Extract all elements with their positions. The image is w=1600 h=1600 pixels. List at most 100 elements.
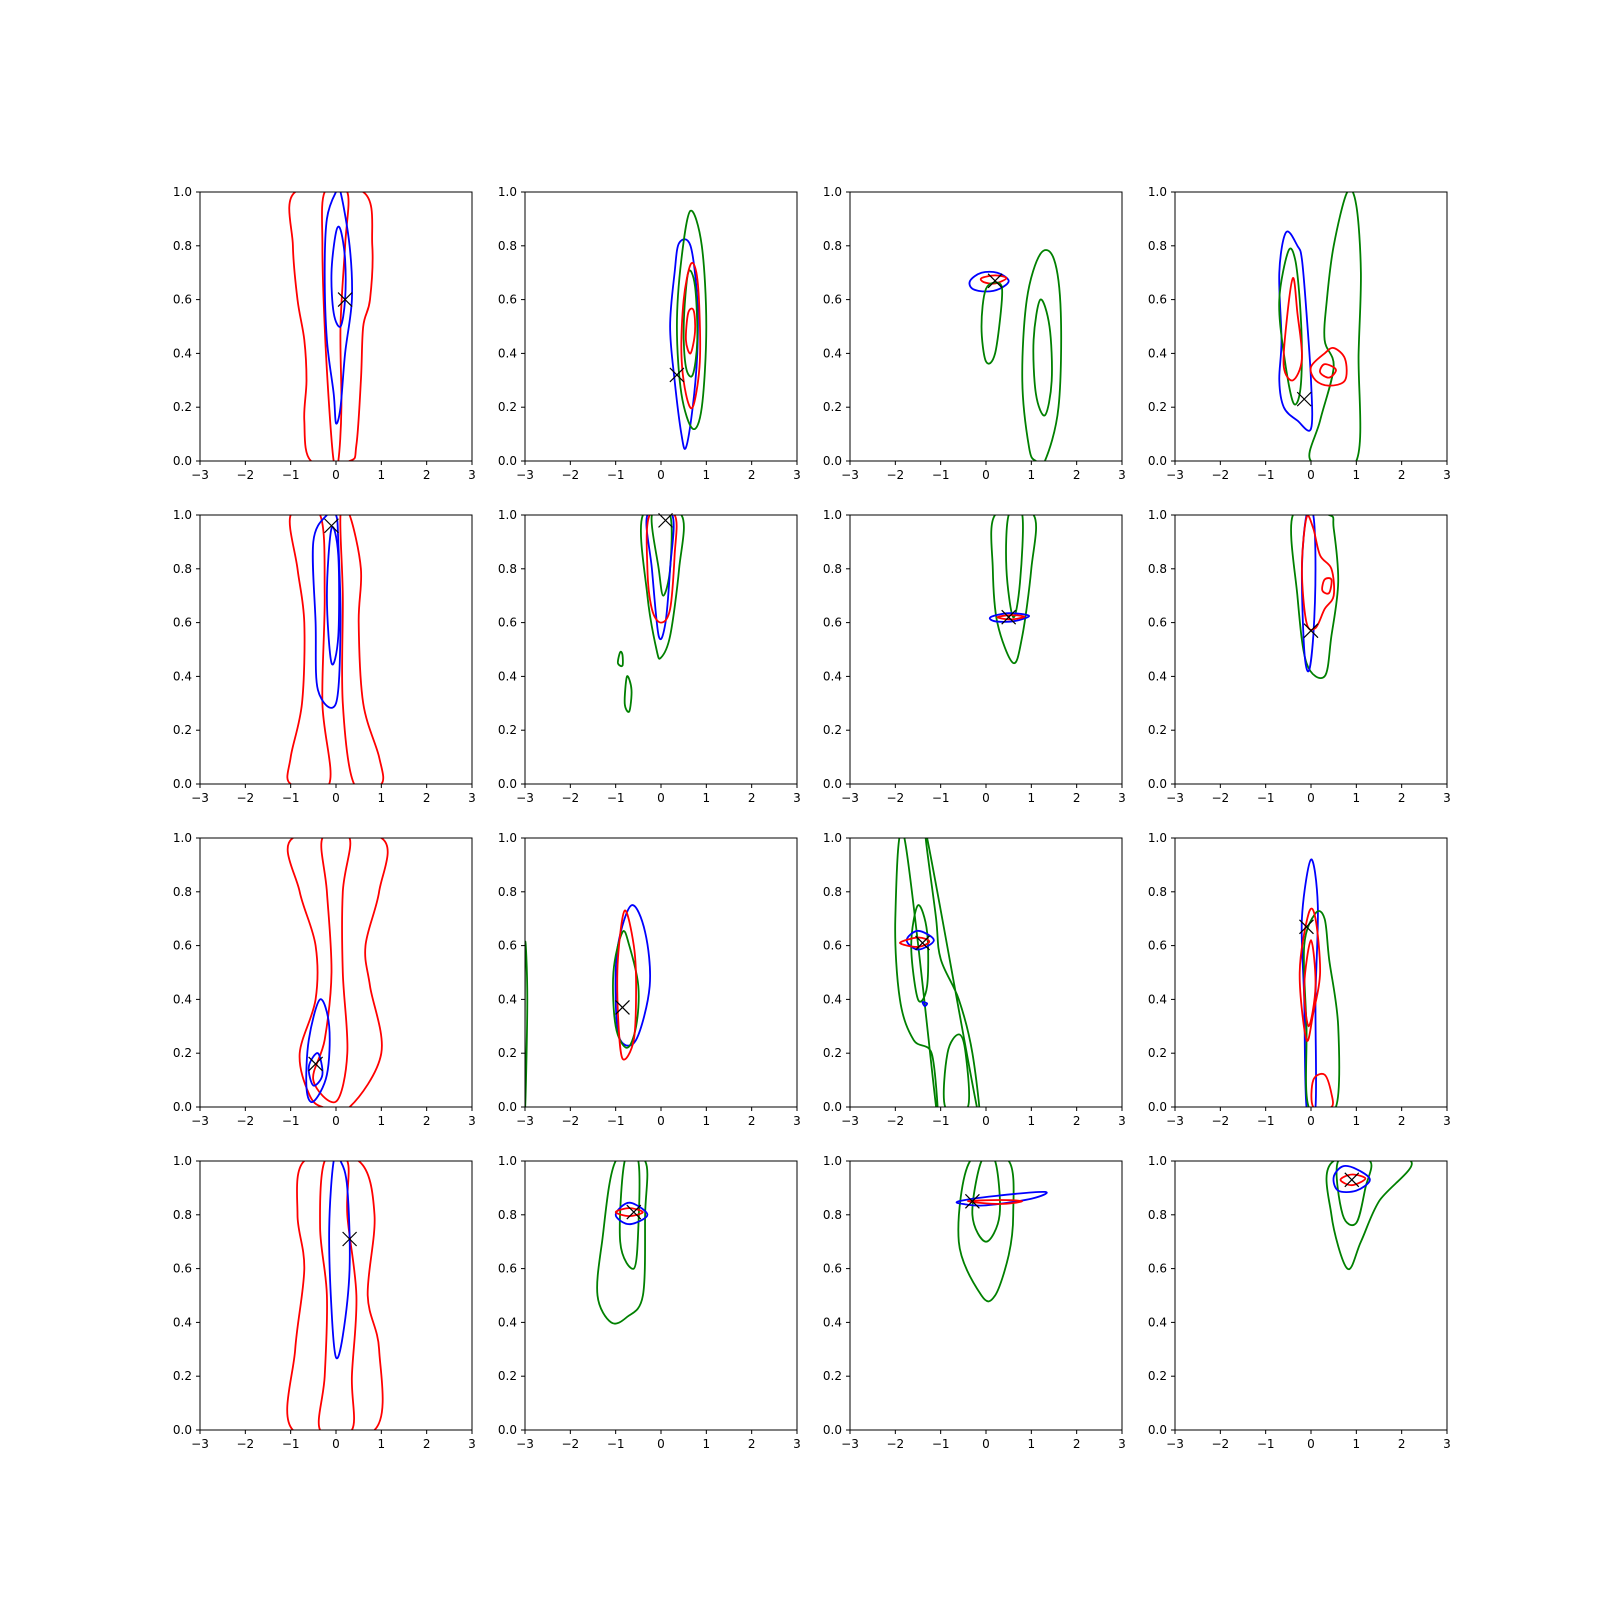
x-tick-label: −3 [516,468,534,482]
x-tick-label: −2 [1211,1437,1229,1451]
contour-line-green [942,1033,971,1107]
marker-stroke [324,518,339,534]
contour-line-green [894,838,939,1107]
contour-line-green [1335,1161,1373,1226]
x-tick-label: −3 [841,468,859,482]
x-tick-label: −2 [1211,468,1229,482]
y-tick-label: 0.6 [823,1262,842,1276]
y-tick-label: 0.2 [823,1046,842,1060]
contour-line-green [1005,515,1024,619]
best-point-marker [964,1193,980,1209]
y-tick-label: 0.8 [1148,885,1167,899]
contour-line-green [525,940,529,1107]
marker-stroke [669,367,685,383]
plot-area [525,904,651,1107]
contour-line-blue [669,238,699,450]
contour-line-red [614,1207,644,1217]
contour-line-green [1308,192,1362,461]
best-point-marker [658,512,673,528]
y-tick-label: 0.0 [1148,454,1167,468]
plot-area [968,249,1063,461]
y-tick-label: 0.0 [823,1423,842,1437]
y-tick-label: 0.8 [823,885,842,899]
x-tick-label: 0 [332,1437,340,1451]
x-tick-label: −3 [1166,791,1184,805]
contour-line-red [1321,577,1333,595]
x-tick-label: 0 [1307,791,1315,805]
contour-line-green [990,515,1037,665]
plot-area [596,1161,649,1325]
y-tick-label: 0.4 [1148,1315,1167,1329]
x-tick-label: 0 [657,791,665,805]
marker-stroke [342,1231,358,1247]
contour-line-blue [323,192,354,425]
marker-stroke [1299,919,1314,935]
y-tick-label: 0.6 [173,616,192,630]
y-tick-label: 0.4 [498,346,517,360]
y-tick-label: 1.0 [498,831,517,845]
x-tick-label: −2 [236,468,254,482]
y-tick-label: 0.6 [173,939,192,953]
x-tick-label: −3 [516,1114,534,1128]
y-tick-label: 0.8 [1148,562,1167,576]
contour-line-red [979,274,1008,285]
plot-area [1290,515,1340,679]
y-tick-label: 0.6 [173,1262,192,1276]
best-point-marker [308,1056,324,1072]
plot-area [1278,192,1362,461]
x-tick-label: −2 [236,791,254,805]
y-tick-label: 0.2 [498,1369,517,1383]
y-tick-label: 1.0 [823,831,842,845]
y-tick-label: 0.2 [1148,723,1167,737]
x-tick-label: −1 [932,1114,950,1128]
contour-line-red [1282,277,1303,382]
x-tick-label: 3 [1443,468,1451,482]
x-tick-label: −1 [607,468,625,482]
plot-area [286,838,389,1107]
contour-line-green [1290,515,1340,679]
best-point-marker [342,1231,358,1247]
best-point-marker [337,292,353,308]
y-tick-label: 0.2 [498,1046,517,1060]
y-tick-label: 0.0 [173,1100,192,1114]
contour-line-green [1325,1161,1413,1271]
contour-line-green [1021,249,1063,461]
y-tick-label: 0.4 [498,1315,517,1329]
y-tick-label: 1.0 [173,508,192,522]
x-tick-label: 2 [423,1437,431,1451]
y-tick-label: 0.4 [498,669,517,683]
contour-line-red [645,515,678,624]
x-tick-label: −1 [1257,1437,1275,1451]
y-tick-label: 1.0 [498,185,517,199]
y-tick-label: 0.0 [1148,1423,1167,1437]
subplot-r1c2: −3 −2 −1 0 1 2 3 0.0 0.2 0.4 0.6 0.8 1.0 [498,185,801,482]
contour-line-blue [311,515,342,709]
subplot-r4c2: −3 −2 −1 0 1 2 3 0.0 0.2 0.4 0.6 0.8 1.0 [498,1154,801,1451]
contour-line-red [1309,346,1348,387]
y-tick-label: 0.6 [823,939,842,953]
x-tick-label: 2 [1073,791,1081,805]
y-tick-label: 0.6 [1148,293,1167,307]
x-tick-label: −1 [932,1437,950,1451]
contour-line-green [612,930,640,1049]
y-tick-label: 0.6 [498,616,517,630]
x-tick-label: 2 [1398,1114,1406,1128]
contour-line-green [596,1161,649,1325]
x-tick-label: −1 [282,791,300,805]
x-tick-label: 0 [1307,1437,1315,1451]
subplot-r1c4: −3 −2 −1 0 1 2 3 0.0 0.2 0.4 0.6 0.8 1.0 [1148,185,1451,482]
x-tick-label: 1 [703,1437,711,1451]
y-tick-label: 0.4 [1148,992,1167,1006]
x-tick-label: 3 [793,468,801,482]
x-tick-label: −2 [236,1114,254,1128]
marker-stroke [308,1056,324,1072]
subplot-r3c3: −3 −2 −1 0 1 2 3 0.0 0.2 0.4 0.6 0.8 1.0 [823,831,1126,1128]
x-tick-label: −2 [561,1437,579,1451]
y-tick-label: 0.2 [823,1369,842,1383]
x-tick-label: 3 [1118,1114,1126,1128]
x-tick-label: −2 [886,791,904,805]
x-tick-label: 3 [1443,1437,1451,1451]
x-tick-label: 0 [657,1114,665,1128]
x-tick-label: −2 [886,468,904,482]
